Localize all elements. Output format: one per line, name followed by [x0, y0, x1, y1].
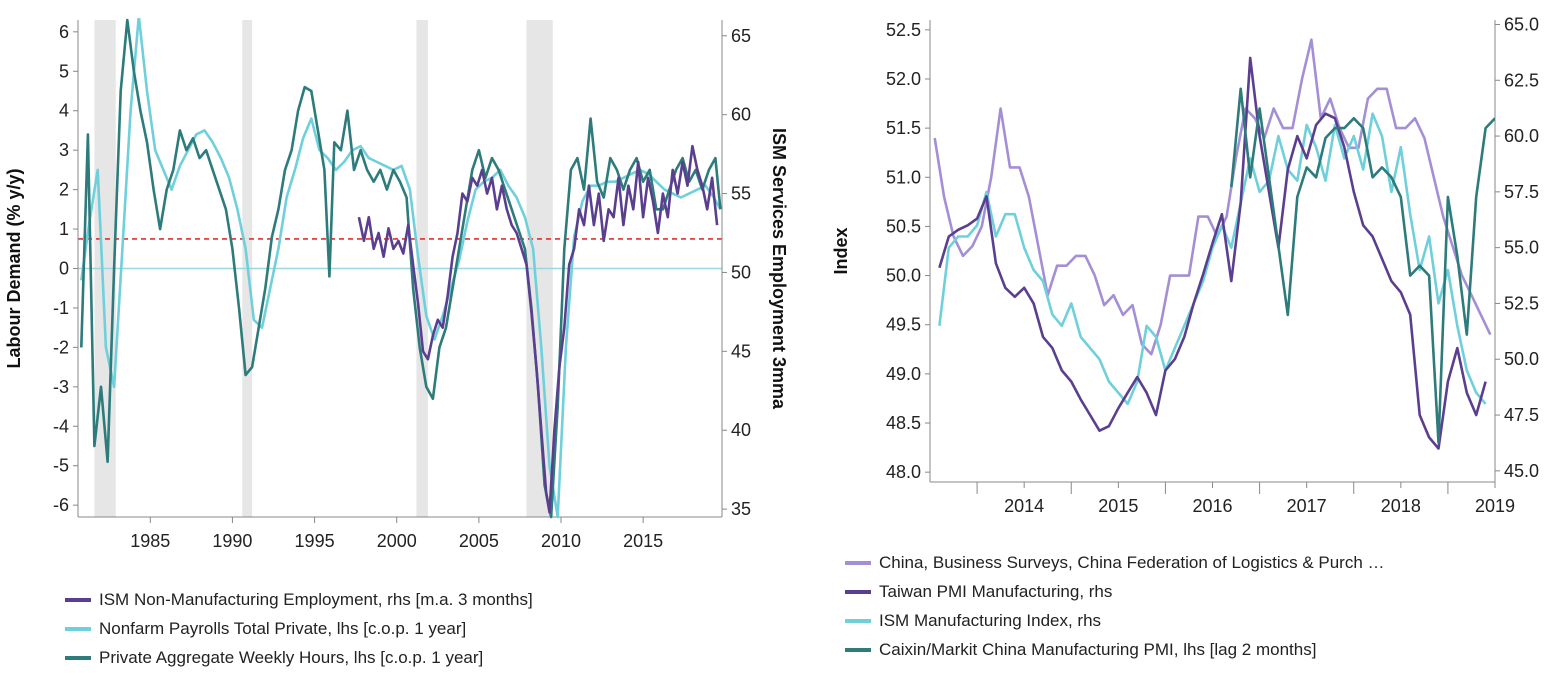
y-tick-label: 52.0 — [886, 69, 921, 89]
y-tick-label: 51.5 — [886, 118, 921, 138]
x-tick-label: 2005 — [459, 531, 499, 551]
y2-axis-label: ISM Services Employment 3mma — [769, 128, 789, 410]
x-tick-label: 2010 — [541, 531, 581, 551]
series-line-nonfarm-payrolls-total-private-lhs-c-o-p — [80, 18, 722, 519]
y2-tick-label: 50.0 — [1504, 349, 1539, 369]
legend-swatch — [65, 626, 91, 631]
y-tick-label: 1 — [59, 219, 69, 239]
y-tick-label: 0 — [59, 259, 69, 279]
series-line-ism-manufacturing-index-rhs — [938, 112, 1487, 406]
y-axis-label: Labour Demand (% y/y) — [4, 168, 24, 368]
y-tick-label: 5 — [59, 61, 69, 81]
legend-swatch — [65, 597, 91, 602]
legend-swatch — [845, 560, 871, 565]
series-line-caixin-markit-china-manufacturing-pmi-lh — [1230, 87, 1495, 444]
y2-tick-label: 52.5 — [1504, 293, 1539, 313]
legend-item: Taiwan PMI Manufacturing, rhs — [845, 577, 1385, 606]
y2-tick-label: 57.5 — [1504, 182, 1539, 202]
y2-tick-label: 60.0 — [1504, 126, 1539, 146]
legend-item: China, Business Surveys, China Federatio… — [845, 548, 1385, 577]
x-tick-label: 2016 — [1192, 496, 1232, 516]
legend-swatch — [65, 655, 91, 660]
legend-item: ISM Non-Manufacturing Employment, rhs [m… — [65, 585, 533, 614]
y2-tick-label: 45 — [731, 341, 751, 361]
y-tick-label: -3 — [53, 377, 69, 397]
y2-tick-label: 47.5 — [1504, 405, 1539, 425]
x-tick-label: 2015 — [623, 531, 663, 551]
x-tick-label: 2019 — [1475, 496, 1515, 516]
y-tick-label: 4 — [59, 101, 69, 121]
legend-item: Nonfarm Payrolls Total Private, lhs [c.o… — [65, 614, 533, 643]
y-axis-label: Index — [831, 227, 851, 274]
y-tick-label: -5 — [53, 456, 69, 476]
y-tick-label: 52.5 — [886, 20, 921, 40]
x-tick-label: 2014 — [1004, 496, 1044, 516]
legend-label: China, Business Surveys, China Federatio… — [879, 552, 1385, 572]
y-tick-label: 50.5 — [886, 216, 921, 236]
y-tick-label: 49.5 — [886, 315, 921, 335]
x-tick-label: 2015 — [1098, 496, 1138, 516]
y2-tick-label: 40 — [731, 420, 751, 440]
y2-tick-label: 65 — [731, 26, 751, 46]
y-tick-label: 48.5 — [886, 413, 921, 433]
legend-swatch — [845, 647, 871, 652]
legend-swatch — [845, 618, 871, 623]
legend-label: Private Aggregate Weekly Hours, lhs [c.o… — [99, 647, 484, 667]
y-tick-label: -2 — [53, 337, 69, 357]
legend-label: Nonfarm Payrolls Total Private, lhs [c.o… — [99, 618, 467, 638]
legend-item: ISM Manufacturing Index, rhs — [845, 606, 1385, 635]
y2-tick-label: 45.0 — [1504, 461, 1539, 481]
y2-tick-label: 55.0 — [1504, 238, 1539, 258]
y-tick-label: 3 — [59, 140, 69, 160]
legend-item: Private Aggregate Weekly Hours, lhs [c.o… — [65, 643, 533, 672]
y2-tick-label: 35 — [731, 499, 751, 519]
y-tick-label: -6 — [53, 495, 69, 515]
x-tick-label: 1990 — [212, 531, 252, 551]
y2-tick-label: 65.0 — [1504, 14, 1539, 34]
legend-label: Caixin/Markit China Manufacturing PMI, l… — [879, 639, 1317, 659]
y-tick-label: 6 — [59, 22, 69, 42]
legend-swatch — [845, 589, 871, 594]
chart-legend-right: China, Business Surveys, China Federatio… — [845, 548, 1385, 664]
legend-label: ISM Non-Manufacturing Employment, rhs [m… — [99, 589, 533, 609]
y-tick-label: 50.0 — [886, 266, 921, 286]
legend-item: Caixin/Markit China Manufacturing PMI, l… — [845, 635, 1385, 664]
chart-legend-left: ISM Non-Manufacturing Employment, rhs [m… — [65, 585, 533, 672]
y-tick-label: 49.0 — [886, 364, 921, 384]
legend-label: ISM Manufacturing Index, rhs — [879, 610, 1102, 630]
y2-tick-label: 62.5 — [1504, 70, 1539, 90]
y-tick-label: -1 — [53, 298, 69, 318]
y-tick-label: 2 — [59, 180, 69, 200]
x-tick-label: 1995 — [295, 531, 335, 551]
series-line-china-business-surveys-china-federation- — [933, 38, 1492, 356]
y-tick-label: -4 — [53, 416, 69, 436]
y2-tick-label: 50 — [731, 262, 751, 282]
x-tick-label: 1985 — [130, 531, 170, 551]
y2-tick-label: 55 — [731, 184, 751, 204]
legend-label: Taiwan PMI Manufacturing, rhs — [879, 581, 1113, 601]
pmi-chart: 52.5 52.0 51.5 51.0 50.5 50.0 49.5 49.0 48.5 48.0… — [831, 14, 1539, 516]
series-line-private-aggregate-weekly-hours-lhs-c-o-p — [80, 18, 722, 519]
series-line-taiwan-pmi-manufacturing-rhs — [938, 56, 1487, 450]
y2-tick-label: 60 — [731, 105, 751, 125]
x-tick-label: 2000 — [377, 531, 417, 551]
series-line-ism-non-manufacturing-employment-rhs-m-a — [357, 144, 719, 514]
y-tick-label: 48.0 — [886, 462, 921, 482]
x-tick-label: 2017 — [1287, 496, 1327, 516]
y-tick-label: 51.0 — [886, 167, 921, 187]
x-tick-label: 2018 — [1381, 496, 1421, 516]
